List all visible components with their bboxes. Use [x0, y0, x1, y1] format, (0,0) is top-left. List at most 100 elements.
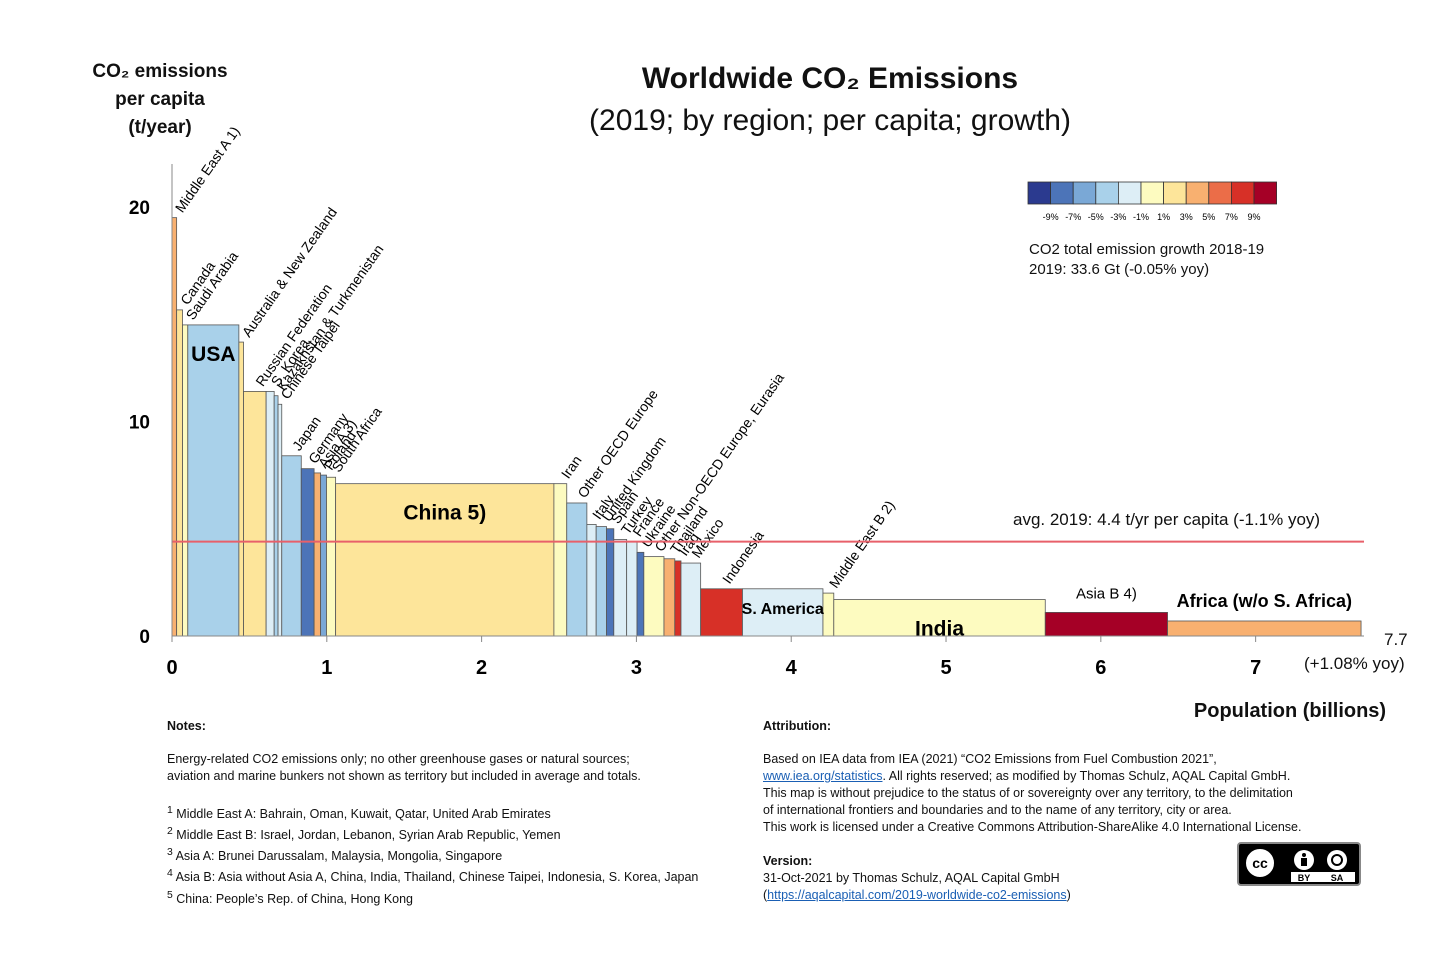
bar-32: [1167, 620, 1362, 637]
region-label: Africa (w/o S. Africa): [1177, 591, 1352, 611]
bar-18: [595, 526, 607, 637]
legend-tick-label: 5%: [1202, 212, 1215, 222]
legend-swatch: [1072, 181, 1097, 205]
attribution-line: of international frontiers and boundarie…: [763, 803, 1232, 817]
bar-14: [335, 483, 555, 637]
footnote-4: 4 Asia B: Asia without Asia A, China, In…: [167, 868, 699, 885]
legend-swatch: [1118, 181, 1142, 205]
notes-heading: Notes:: [167, 719, 206, 733]
y-tick-label: 20: [129, 198, 150, 219]
bar-13: [326, 476, 337, 637]
total-growth-label: (+1.08% yoy): [1304, 654, 1405, 673]
cc-license-badge[interactable]: cc BY SA: [1237, 842, 1361, 886]
y-axis-label-line2: per capita: [115, 89, 205, 110]
footnote-text: Asia A: Brunei Darussalam, Malaysia, Mon…: [175, 849, 503, 864]
cc-text: cc: [1252, 855, 1268, 871]
legend-swatch: [1185, 181, 1210, 205]
bar-25: [674, 560, 682, 637]
footnote-1: 1 Middle East A: Bahrain, Oman, Kuwait, …: [167, 805, 551, 822]
x-tick-label: 2: [476, 657, 487, 679]
bars-group: [171, 217, 1362, 637]
attribution-line-rest: . All rights reserved; as modified by Th…: [882, 769, 1291, 783]
region-label: Asia B 4): [1076, 585, 1137, 602]
x-tick-label: 1: [321, 657, 332, 679]
legend-swatch: [1163, 181, 1187, 205]
y-tick-label: 10: [129, 412, 150, 433]
y-axis-label-line1: CO₂ emissions: [92, 61, 228, 82]
legend-swatch: [1231, 181, 1255, 205]
x-axis-label: Population (billions): [1193, 700, 1387, 722]
bar-15: [553, 483, 568, 637]
footnote-5: 5 China: People’s Rep. of China, Hong Ko…: [167, 889, 414, 906]
bar-2: [182, 324, 189, 637]
legend-tick-label: 7%: [1225, 212, 1238, 222]
bar-11: [313, 472, 322, 637]
bar-19: [606, 528, 615, 637]
attribution-block: Attribution: Based on IEA data from IEA …: [763, 718, 1363, 904]
average-label: avg. 2019: 4.4 t/yr per capita (-1.1% yo…: [1013, 510, 1321, 529]
bar-0: [171, 217, 178, 637]
region-label: China 5): [403, 502, 486, 525]
x-tick-label: 6: [1095, 657, 1106, 679]
bar-7: [273, 395, 279, 637]
legend-swatch: [1027, 181, 1052, 205]
x-tick-label: 0: [166, 657, 177, 679]
region-label: India: [915, 618, 964, 641]
bar-10: [300, 468, 315, 637]
bar-9: [281, 455, 302, 637]
version-line: 31-Oct-2021 by Thomas Schulz, AQAL Capit…: [763, 871, 1060, 885]
bar-31: [1044, 612, 1168, 637]
by-text: BY: [1298, 873, 1311, 883]
sa-share-icon: [1327, 850, 1347, 870]
notes-line: Energy-related CO2 emissions only; no ot…: [167, 752, 630, 766]
version-link-line: (https://aqalcapital.com/2019-worldwide-…: [763, 888, 1071, 902]
bar-26: [680, 562, 702, 637]
footnote-text: China: People’s Rep. of China, Hong Kong: [176, 891, 414, 906]
total-population-label: 7.7: [1384, 630, 1408, 649]
footnote-text: Asia B: Asia without Asia A, China, Indi…: [175, 870, 699, 885]
bar-27: [700, 588, 743, 637]
bar-29: [822, 592, 835, 637]
y-axis-label: CO₂ emissions per capita (t/year): [70, 58, 250, 142]
legend-note: CO2 total emission growth 2018-19 2019: …: [1029, 240, 1264, 280]
x-tick-label: 3: [631, 657, 642, 679]
region-label: S. America: [742, 601, 824, 618]
legend-swatch: [1208, 181, 1232, 205]
legend-swatch: [1253, 181, 1278, 205]
version-link[interactable]: https://aqalcapital.com/2019-worldwide-c…: [767, 888, 1067, 902]
iea-link[interactable]: www.iea.org/statistics: [763, 769, 883, 783]
notes-block: Notes: Energy-related CO2 emissions only…: [167, 718, 747, 908]
bar-8: [277, 403, 283, 637]
footnote-text: Middle East B: Israel, Jordan, Lebanon, …: [176, 828, 561, 843]
chart-subtitle: (2019; by region; per capita; growth): [589, 104, 1071, 137]
attribution-heading: Attribution:: [763, 719, 832, 733]
version-heading: Version:: [763, 854, 813, 868]
cc-badge-graphic: cc BY SA: [1244, 847, 1355, 883]
bar-12: [320, 474, 327, 637]
bar-30: [833, 599, 1046, 637]
sa-text: SA: [1331, 873, 1344, 883]
chart-title: Worldwide CO₂ Emissions: [641, 62, 1019, 95]
bar-1: [176, 309, 183, 637]
legend-tick-label: -9%: [1043, 212, 1059, 222]
bar-22: [636, 551, 645, 637]
attribution-line: This map is without prejudice to the sta…: [763, 786, 1293, 800]
legend-tick-label: -7%: [1065, 212, 1081, 222]
bar-28: [742, 588, 824, 637]
cc-circle-icon: [1244, 847, 1276, 879]
bar-3: [187, 324, 240, 637]
legend-note-line2: 2019: 33.6 Gt (-0.05% yoy): [1029, 261, 1210, 278]
x-tick-label: 7: [1250, 657, 1261, 679]
footnote-3: 3 Asia A: Brunei Darussalam, Malaysia, M…: [167, 847, 503, 864]
x-tick-label: 5: [940, 657, 951, 679]
attribution-line: www.iea.org/statistics. All rights reser…: [763, 768, 1363, 785]
axes-group: 0 10 20 0 1 2 3 4 5 6 7 -9% -7% -5% -3% -1% 1% 3% 5% 7% 9%: [129, 164, 1364, 679]
legend-swatch: [1140, 181, 1165, 205]
legend-swatch: [1050, 181, 1074, 205]
legend-swatch: [1095, 181, 1119, 205]
bar-23: [643, 556, 665, 637]
bar-6: [265, 391, 275, 637]
region-label: Middle East B 2): [826, 497, 898, 590]
x-tick-label: 4: [786, 657, 798, 679]
